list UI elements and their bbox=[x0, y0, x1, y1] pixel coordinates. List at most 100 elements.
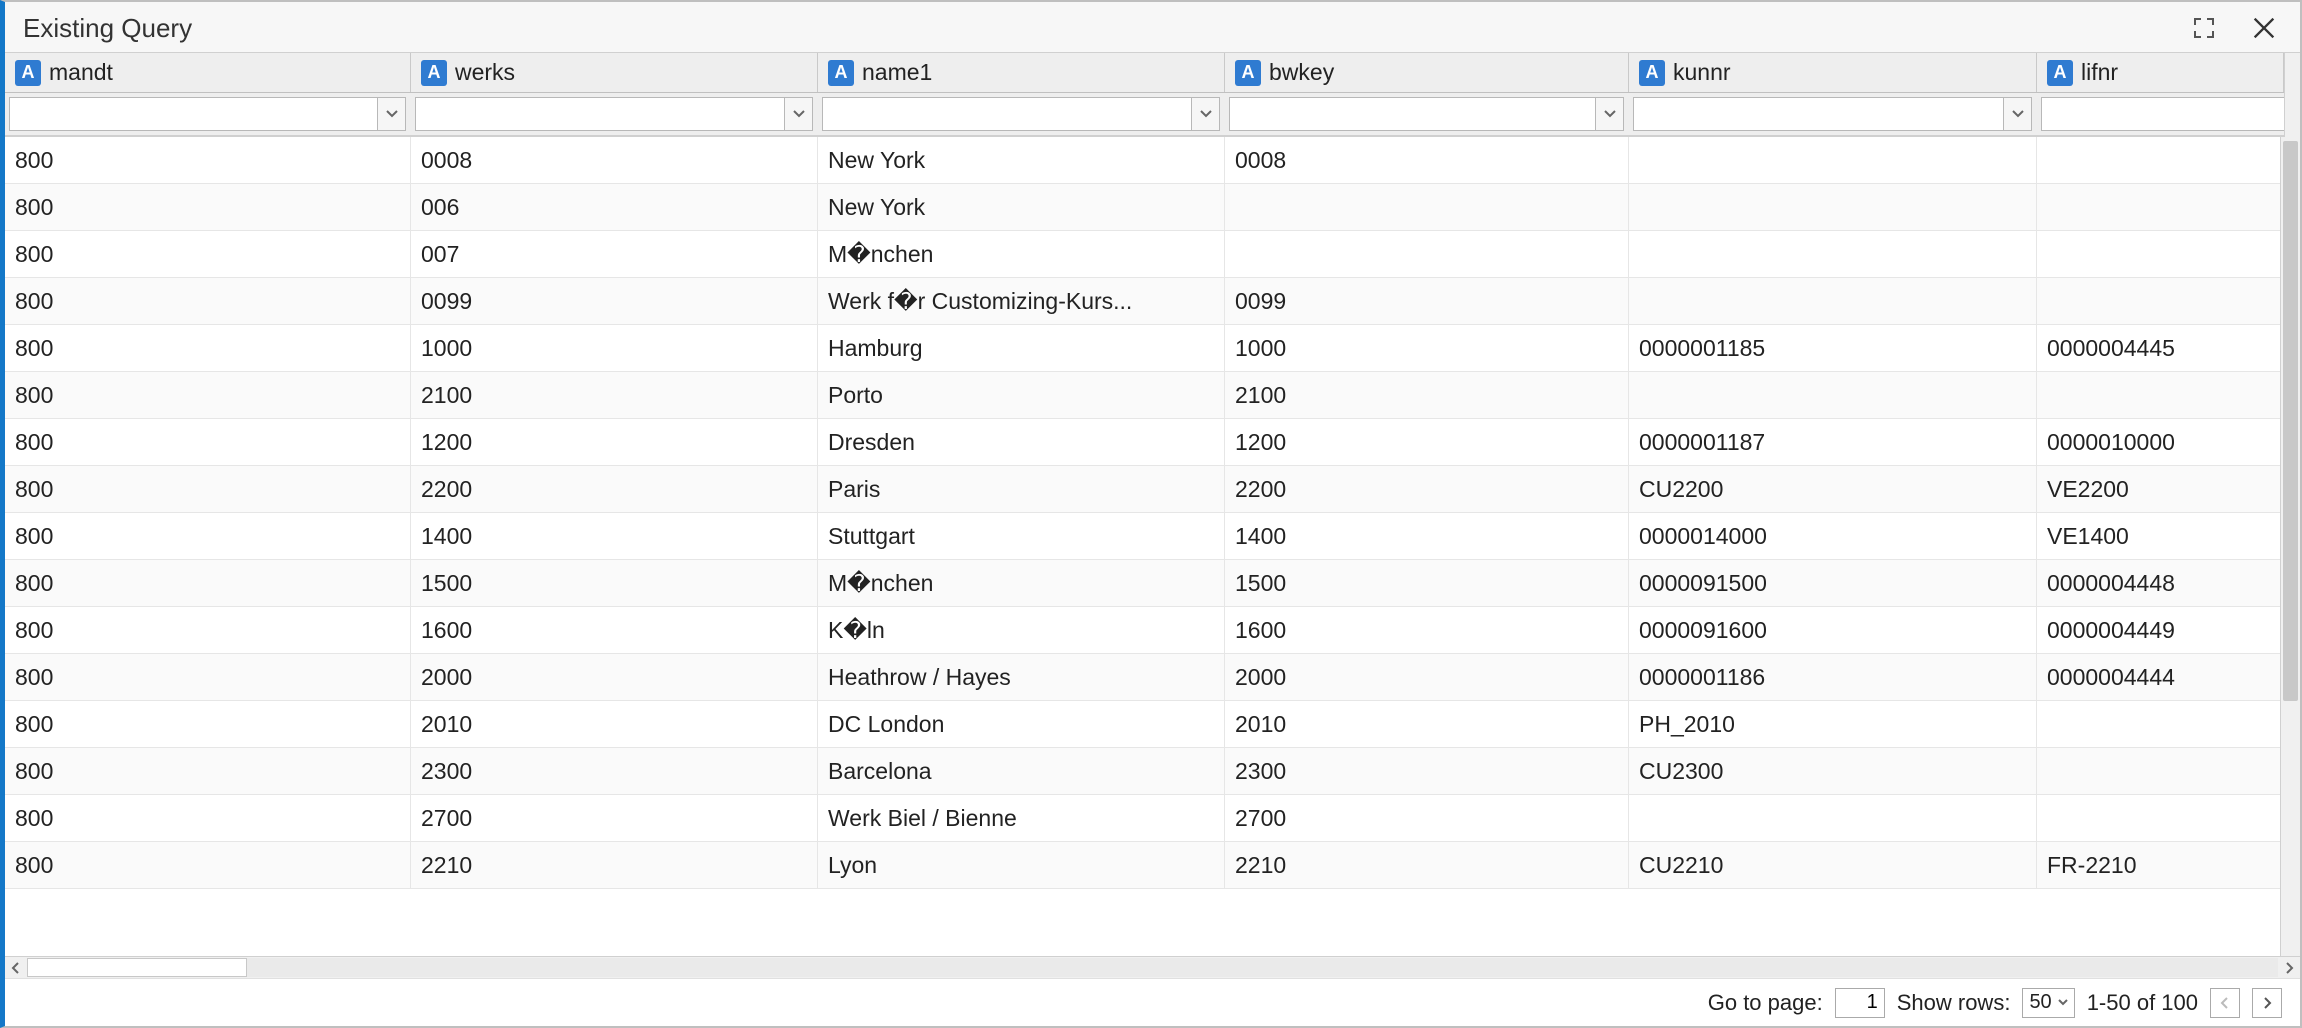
table-cell bbox=[2037, 278, 2284, 324]
horizontal-scrollbar[interactable] bbox=[5, 956, 2300, 978]
show-rows-select[interactable]: 50 bbox=[2022, 988, 2074, 1018]
column-header-bwkey[interactable]: A bwkey bbox=[1225, 53, 1629, 92]
table-row[interactable]: 800007M�nchen bbox=[5, 231, 2300, 278]
table-row[interactable]: 8002700Werk Biel / Bienne2700 bbox=[5, 795, 2300, 842]
table-cell: 2210 bbox=[1225, 842, 1629, 888]
vertical-scrollbar-thumb[interactable] bbox=[2283, 141, 2298, 701]
table-cell: Lyon bbox=[818, 842, 1225, 888]
table-cell: 1400 bbox=[411, 513, 818, 559]
filter-dropdown-name1[interactable] bbox=[1192, 97, 1220, 131]
window-title: Existing Query bbox=[23, 13, 192, 44]
table-row[interactable]: 8001600K�ln160000000916000000004449 bbox=[5, 607, 2300, 654]
filter-input-werks[interactable] bbox=[415, 97, 785, 131]
close-icon[interactable] bbox=[2248, 12, 2280, 44]
table-cell: DC London bbox=[818, 701, 1225, 747]
show-rows-label: Show rows: bbox=[1897, 990, 2011, 1016]
table-row[interactable]: 8001000Hamburg100000000011850000004445 bbox=[5, 325, 2300, 372]
table-cell: 800 bbox=[5, 748, 411, 794]
table-cell: 0000091600 bbox=[1629, 607, 2037, 653]
column-label: kunnr bbox=[1673, 59, 1731, 86]
next-page-button[interactable] bbox=[2252, 988, 2282, 1018]
table-cell: 800 bbox=[5, 231, 411, 277]
table-cell: 800 bbox=[5, 607, 411, 653]
table-cell bbox=[1629, 372, 2037, 418]
prev-page-button[interactable] bbox=[2210, 988, 2240, 1018]
hscroll-right-icon[interactable] bbox=[2278, 957, 2300, 979]
filter-input-lifnr[interactable] bbox=[2041, 97, 2287, 131]
table-cell: 007 bbox=[411, 231, 818, 277]
table-cell: Hamburg bbox=[818, 325, 1225, 371]
hscroll-left-icon[interactable] bbox=[5, 957, 27, 979]
filter-input-kunnr[interactable] bbox=[1633, 97, 2004, 131]
table-cell: 800 bbox=[5, 325, 411, 371]
table-cell: 800 bbox=[5, 466, 411, 512]
pagination-footer: Go to page: Show rows: 50 1-50 of 100 bbox=[5, 978, 2300, 1026]
table-cell: 800 bbox=[5, 795, 411, 841]
table-row[interactable]: 8000099Werk f�r Customizing-Kurs...0099 bbox=[5, 278, 2300, 325]
goto-page-input[interactable] bbox=[1835, 988, 1885, 1018]
filter-cell-kunnr bbox=[1629, 97, 2037, 131]
column-header-name1[interactable]: A name1 bbox=[818, 53, 1225, 92]
table-cell: Barcelona bbox=[818, 748, 1225, 794]
titlebar: Existing Query bbox=[5, 2, 2300, 53]
table-cell: 800 bbox=[5, 278, 411, 324]
table-cell: 2300 bbox=[1225, 748, 1629, 794]
column-header-mandt[interactable]: A mandt bbox=[5, 53, 411, 92]
column-header-kunnr[interactable]: A kunnr bbox=[1629, 53, 2037, 92]
table-cell: 006 bbox=[411, 184, 818, 230]
table-row[interactable]: 800006New York bbox=[5, 184, 2300, 231]
table-cell: M�nchen bbox=[818, 231, 1225, 277]
table-row[interactable]: 8002200Paris2200CU2200VE2200 bbox=[5, 466, 2300, 513]
table-cell bbox=[1629, 137, 2037, 183]
maximize-icon[interactable] bbox=[2188, 12, 2220, 44]
table-cell: 0000004444 bbox=[2037, 654, 2284, 700]
table-cell: 0008 bbox=[1225, 137, 1629, 183]
filter-dropdown-mandt[interactable] bbox=[378, 97, 406, 131]
type-badge-icon: A bbox=[2047, 60, 2073, 86]
grid-header-row: A mandt A werks A name1 A bwkey bbox=[5, 53, 2284, 93]
table-cell: 0099 bbox=[411, 278, 818, 324]
column-header-werks[interactable]: A werks bbox=[411, 53, 818, 92]
table-cell bbox=[1629, 278, 2037, 324]
table-cell bbox=[1225, 184, 1629, 230]
table-row[interactable]: 8002010DC London2010PH_2010 bbox=[5, 701, 2300, 748]
table-cell: 0099 bbox=[1225, 278, 1629, 324]
table-cell: 1000 bbox=[1225, 325, 1629, 371]
type-badge-icon: A bbox=[1639, 60, 1665, 86]
table-cell: New York bbox=[818, 137, 1225, 183]
table-cell: Paris bbox=[818, 466, 1225, 512]
filter-dropdown-kunnr[interactable] bbox=[2004, 97, 2032, 131]
column-header-lifnr[interactable]: A lifnr bbox=[2037, 53, 2284, 92]
data-grid: A mandt A werks A name1 A bwkey bbox=[5, 53, 2300, 1026]
table-cell: 0000014000 bbox=[1629, 513, 2037, 559]
table-row[interactable]: 8002300Barcelona2300CU2300 bbox=[5, 748, 2300, 795]
table-cell: 0000004449 bbox=[2037, 607, 2284, 653]
table-row[interactable]: 8002100Porto2100 bbox=[5, 372, 2300, 419]
filter-dropdown-bwkey[interactable] bbox=[1596, 97, 1624, 131]
table-row[interactable]: 8001500M�nchen150000000915000000004448 bbox=[5, 560, 2300, 607]
hscroll-thumb[interactable] bbox=[27, 958, 247, 977]
table-cell: 2010 bbox=[411, 701, 818, 747]
filter-cell-werks bbox=[411, 97, 818, 131]
filter-input-name1[interactable] bbox=[822, 97, 1192, 131]
column-label: name1 bbox=[862, 59, 932, 86]
filter-input-bwkey[interactable] bbox=[1229, 97, 1596, 131]
table-cell: Werk f�r Customizing-Kurs... bbox=[818, 278, 1225, 324]
table-cell: 800 bbox=[5, 372, 411, 418]
table-cell: 800 bbox=[5, 560, 411, 606]
table-cell: VE2200 bbox=[2037, 466, 2284, 512]
table-cell bbox=[1629, 184, 2037, 230]
filter-input-mandt[interactable] bbox=[9, 97, 378, 131]
table-row[interactable]: 8000008New York0008 bbox=[5, 137, 2300, 184]
hscroll-track[interactable] bbox=[27, 958, 2278, 977]
table-row[interactable]: 8002000Heathrow / Hayes20000000001186000… bbox=[5, 654, 2300, 701]
table-row[interactable]: 8001400Stuttgart14000000014000VE1400 bbox=[5, 513, 2300, 560]
table-cell: 800 bbox=[5, 419, 411, 465]
vertical-scrollbar[interactable] bbox=[2280, 137, 2300, 956]
table-cell: 2200 bbox=[411, 466, 818, 512]
filter-dropdown-werks[interactable] bbox=[785, 97, 813, 131]
table-row[interactable]: 8001200Dresden120000000011870000010000 bbox=[5, 419, 2300, 466]
table-cell: M�nchen bbox=[818, 560, 1225, 606]
table-cell bbox=[1629, 231, 2037, 277]
table-row[interactable]: 8002210Lyon2210CU2210FR-2210 bbox=[5, 842, 2300, 889]
